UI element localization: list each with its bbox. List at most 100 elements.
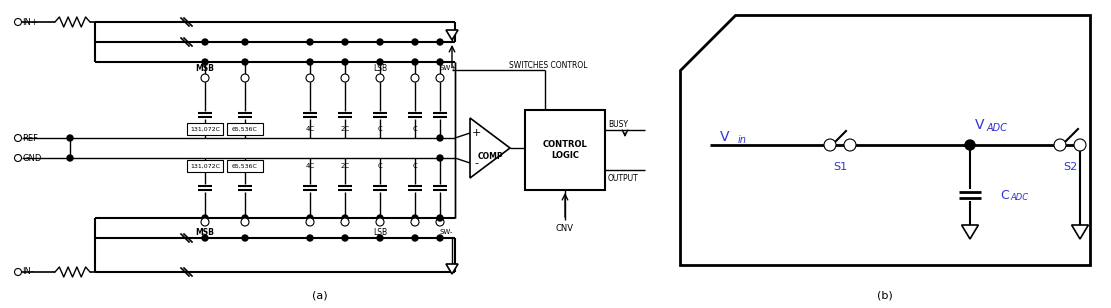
Text: 65,536C: 65,536C xyxy=(232,127,258,132)
Circle shape xyxy=(844,139,855,151)
Text: LSB: LSB xyxy=(373,228,387,237)
Text: (b): (b) xyxy=(877,290,893,300)
Text: ADC: ADC xyxy=(1010,192,1028,201)
Bar xyxy=(227,123,263,135)
Text: IN-: IN- xyxy=(22,268,33,277)
Text: REF: REF xyxy=(22,133,38,143)
Circle shape xyxy=(201,218,209,226)
Circle shape xyxy=(306,218,314,226)
Circle shape xyxy=(14,18,21,26)
Circle shape xyxy=(14,135,21,141)
Circle shape xyxy=(242,215,248,221)
Circle shape xyxy=(437,235,443,241)
Circle shape xyxy=(437,155,443,161)
Circle shape xyxy=(376,74,384,82)
Text: LSB: LSB xyxy=(373,63,387,72)
Circle shape xyxy=(241,74,249,82)
Circle shape xyxy=(14,155,21,161)
Text: C: C xyxy=(412,163,418,169)
Circle shape xyxy=(412,215,418,221)
Bar xyxy=(526,110,605,190)
Text: GND: GND xyxy=(22,153,41,163)
Text: 2C: 2C xyxy=(340,163,350,169)
Bar xyxy=(187,123,223,135)
Circle shape xyxy=(437,59,443,65)
Circle shape xyxy=(412,235,418,241)
Text: 65,536C: 65,536C xyxy=(232,164,258,168)
Text: OUTPUT: OUTPUT xyxy=(608,173,639,183)
Text: 2C: 2C xyxy=(340,126,350,132)
Circle shape xyxy=(341,74,349,82)
Text: CONTROL
LOGIC: CONTROL LOGIC xyxy=(542,140,588,160)
Circle shape xyxy=(436,218,444,226)
Circle shape xyxy=(412,59,418,65)
Circle shape xyxy=(307,39,313,45)
Text: COMP: COMP xyxy=(478,152,503,160)
Text: S2: S2 xyxy=(1063,162,1078,172)
Text: 4C: 4C xyxy=(306,163,314,169)
Text: SW-: SW- xyxy=(440,229,453,235)
Polygon shape xyxy=(680,15,1090,265)
Circle shape xyxy=(1074,139,1085,151)
Text: MSB: MSB xyxy=(196,228,214,237)
Circle shape xyxy=(377,39,383,45)
Text: SWITCHES CONTROL: SWITCHES CONTROL xyxy=(509,60,588,70)
Text: C: C xyxy=(378,126,382,132)
Text: C: C xyxy=(378,163,382,169)
Text: C: C xyxy=(1000,188,1009,201)
Polygon shape xyxy=(470,118,510,178)
Bar xyxy=(227,160,263,172)
Circle shape xyxy=(437,39,443,45)
Circle shape xyxy=(67,155,73,161)
Text: V: V xyxy=(975,118,984,132)
Circle shape xyxy=(242,235,248,241)
Circle shape xyxy=(411,74,419,82)
Text: (a): (a) xyxy=(312,290,328,300)
Circle shape xyxy=(202,235,208,241)
Circle shape xyxy=(342,215,348,221)
Circle shape xyxy=(202,39,208,45)
Circle shape xyxy=(342,39,348,45)
Text: C: C xyxy=(412,126,418,132)
Text: +: + xyxy=(471,128,481,138)
Text: IN+: IN+ xyxy=(22,18,38,26)
Circle shape xyxy=(965,140,975,150)
Circle shape xyxy=(342,59,348,65)
Text: CNV: CNV xyxy=(556,224,574,233)
Circle shape xyxy=(412,39,418,45)
Text: SW+: SW+ xyxy=(440,65,457,71)
Circle shape xyxy=(342,235,348,241)
Text: 131,072C: 131,072C xyxy=(190,127,220,132)
Circle shape xyxy=(377,235,383,241)
Circle shape xyxy=(307,59,313,65)
Circle shape xyxy=(241,218,249,226)
Circle shape xyxy=(436,74,444,82)
Bar xyxy=(187,160,223,172)
Circle shape xyxy=(242,39,248,45)
Polygon shape xyxy=(446,264,458,274)
Text: 131,072C: 131,072C xyxy=(190,164,220,168)
Text: V: V xyxy=(720,130,730,144)
Polygon shape xyxy=(962,225,979,239)
Circle shape xyxy=(14,269,21,275)
Text: MSB: MSB xyxy=(196,63,214,72)
Text: in: in xyxy=(738,135,747,145)
Circle shape xyxy=(201,74,209,82)
Circle shape xyxy=(377,215,383,221)
Text: ADC: ADC xyxy=(987,123,1008,133)
Circle shape xyxy=(202,59,208,65)
Circle shape xyxy=(307,235,313,241)
Circle shape xyxy=(377,59,383,65)
Circle shape xyxy=(306,74,314,82)
Polygon shape xyxy=(1072,225,1089,239)
Circle shape xyxy=(437,215,443,221)
Circle shape xyxy=(242,59,248,65)
Circle shape xyxy=(1054,139,1065,151)
Circle shape xyxy=(202,215,208,221)
Text: S1: S1 xyxy=(833,162,847,172)
Circle shape xyxy=(376,218,384,226)
Polygon shape xyxy=(446,30,458,40)
Circle shape xyxy=(341,218,349,226)
Text: -: - xyxy=(474,158,478,168)
Circle shape xyxy=(824,139,835,151)
